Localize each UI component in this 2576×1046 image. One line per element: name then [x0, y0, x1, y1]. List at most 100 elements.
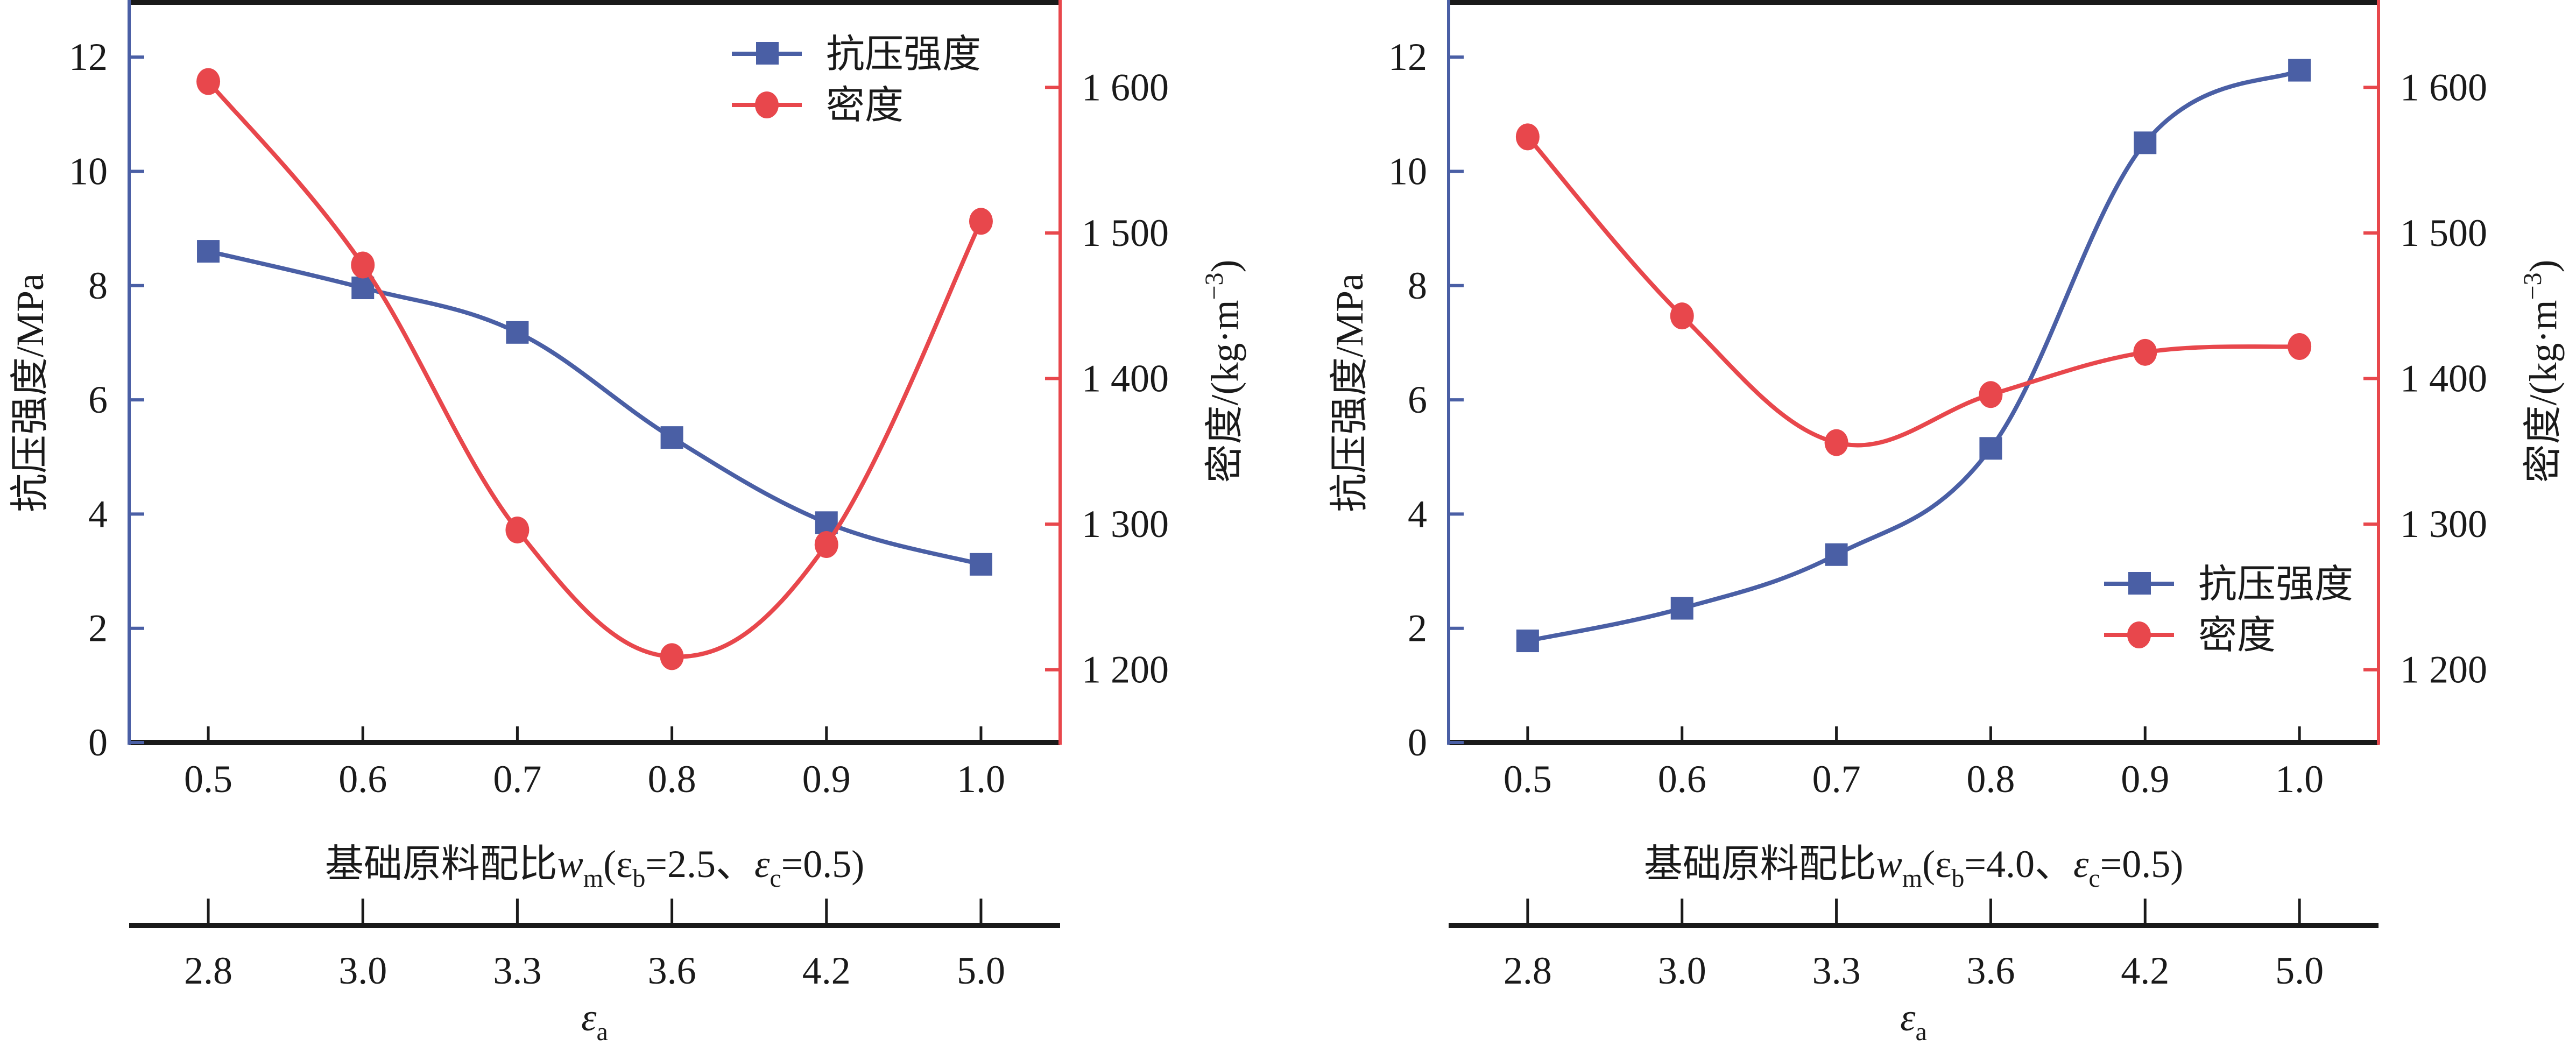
secondary-x-axis-title: εa — [581, 996, 608, 1043]
x-tick-label: 0.9 — [2121, 758, 2169, 801]
label-part: =0.5) — [2100, 843, 2184, 886]
x-tick-label: 1.0 — [957, 758, 1005, 801]
label-part: c — [770, 864, 781, 893]
y-tick-label-left: 6 — [1408, 378, 1427, 421]
label-part: =4.0、 — [1964, 843, 2073, 886]
secondary-x-tick-label: 4.2 — [2121, 949, 2169, 992]
x-axis-title: 基础原料配比wm(εb=2.5、εc=0.5) — [325, 843, 865, 893]
label-part: b — [632, 864, 645, 893]
y-tick-label-left: 8 — [1408, 264, 1427, 307]
y-tick-label-right: 1 200 — [2400, 648, 2487, 691]
y-tick-label-right: 1 600 — [2400, 66, 2487, 109]
data-point-density — [969, 208, 993, 235]
data-point-strength — [1670, 597, 1693, 620]
x-tick-label: 0.5 — [184, 758, 232, 801]
label-part: ) — [1203, 259, 1246, 272]
secondary-x-tick-label: 5.0 — [2275, 949, 2324, 992]
label-part: ε — [1900, 996, 1916, 1039]
x-tick-label: 0.7 — [1812, 758, 1861, 801]
data-point-strength — [969, 553, 992, 576]
y-tick-label-left: 0 — [1408, 721, 1427, 764]
series-line-strength — [208, 249, 982, 567]
y-tick-label-left: 4 — [1408, 492, 1427, 535]
secondary-x-axis-title: εa — [1900, 996, 1927, 1043]
data-point-density — [1670, 302, 1694, 330]
series-line-density — [206, 80, 983, 659]
label-part: a — [597, 1017, 608, 1043]
series-line-strength — [1527, 68, 2300, 643]
secondary-x-tick-label: 3.3 — [1812, 949, 1861, 992]
label-part: m — [583, 864, 603, 893]
x-tick-label: 0.6 — [338, 758, 387, 801]
label-part: ε — [2073, 843, 2089, 886]
legend-label: 密度 — [826, 84, 904, 127]
label-part: 基础原料配比 — [325, 843, 557, 886]
data-point-density — [2288, 333, 2312, 360]
data-point-density — [1824, 429, 1848, 456]
label-part: ε — [581, 996, 597, 1039]
label-part: c — [2088, 864, 2100, 893]
label-part: =2.5、 — [645, 843, 754, 886]
label-part: w — [557, 843, 583, 886]
label-part: ) — [2522, 259, 2565, 272]
secondary-x-tick-label: 2.8 — [184, 949, 232, 992]
y-tick-label-left: 2 — [1408, 607, 1427, 650]
data-point-density — [351, 251, 375, 279]
chart-panel-2: 0 2 4 6 8 10 12 1 200 1 300 1 400 1 500 1 600 0.5 0.6… — [1328, 0, 2565, 1046]
y-tick-label-right: 1 500 — [2400, 211, 2487, 255]
data-point-strength — [2134, 131, 2157, 154]
label-part: 密度/(kg·m — [1203, 300, 1246, 483]
data-point-density — [505, 516, 530, 543]
data-point-strength — [506, 321, 529, 344]
x-tick-label: 0.8 — [1966, 758, 2015, 801]
label-part: (ε — [1922, 843, 1951, 886]
legend-label: 抗压强度 — [826, 33, 981, 76]
y-axis-title-left: 抗压强度/MPa — [9, 273, 52, 512]
legend-marker-circle — [2127, 621, 2151, 648]
data-point-strength — [660, 426, 683, 449]
legend-marker-square — [756, 42, 779, 65]
x-tick-label: 0.7 — [493, 758, 541, 801]
legend-label: 密度 — [2198, 614, 2276, 657]
label-part: b — [1951, 864, 1964, 893]
label-part: 密度/(kg·m — [2522, 300, 2565, 483]
label-part: w — [1876, 843, 1902, 886]
chart-panel-1: 0 2 4 6 8 10 12 1 200 1 300 1 400 1 500 1 600 0.5 0.6… — [9, 0, 1246, 1046]
secondary-x-tick-label: 2.8 — [1504, 949, 1552, 992]
y-tick-label-left: 10 — [69, 150, 108, 193]
y-tick-label-left: 10 — [1388, 150, 1427, 193]
secondary-x-tick-label: 3.0 — [338, 949, 387, 992]
label-part: ε — [754, 843, 770, 886]
label-part: a — [1916, 1017, 1927, 1043]
legend-label: 抗压强度 — [2198, 563, 2353, 606]
data-point-strength — [1516, 630, 1539, 653]
y-tick-label-left: 12 — [1388, 36, 1427, 79]
data-point-strength — [1825, 543, 1848, 566]
y-tick-label-left: 4 — [88, 492, 108, 535]
secondary-x-tick-label: 4.2 — [802, 949, 851, 992]
y-tick-label-left: 2 — [88, 607, 108, 650]
secondary-x-tick-label: 5.0 — [957, 949, 1005, 992]
x-tick-label: 0.6 — [1658, 758, 1706, 801]
legend-marker-circle — [755, 91, 779, 118]
label-part: −3 — [1200, 272, 1229, 300]
data-point-density — [1979, 381, 2003, 408]
x-tick-label: 1.0 — [2275, 758, 2324, 801]
y-axis-title-left: 抗压强度/MPa — [1328, 273, 1371, 512]
y-tick-label-left: 6 — [88, 378, 108, 421]
y-tick-label-right: 1 400 — [1082, 357, 1169, 400]
data-point-density — [814, 531, 838, 558]
x-tick-label: 0.9 — [802, 758, 851, 801]
y-tick-label-left: 0 — [88, 721, 108, 764]
label-part: (ε — [603, 843, 632, 886]
data-point-density — [196, 68, 221, 95]
y-tick-label-right: 1 500 — [1082, 211, 1169, 255]
data-point-strength — [2288, 59, 2311, 82]
label-part: =0.5) — [781, 843, 865, 886]
data-point-density — [1515, 123, 1540, 151]
label-part: 基础原料配比 — [1644, 843, 1876, 886]
x-tick-label: 0.8 — [648, 758, 696, 801]
secondary-x-tick-label: 3.3 — [493, 949, 541, 992]
